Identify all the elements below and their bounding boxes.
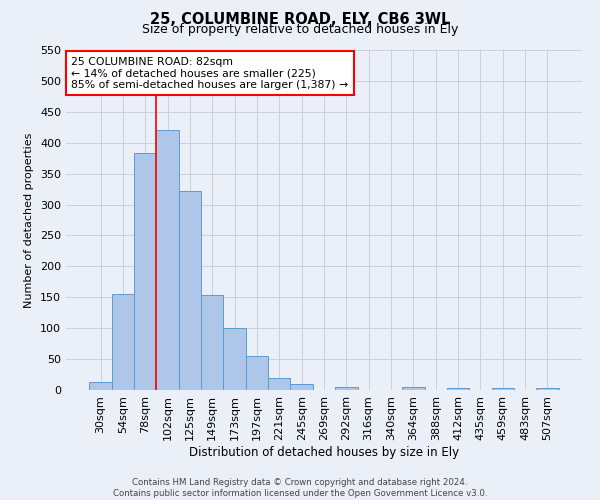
Bar (246, 356, 268, 390)
Bar (335, 387, 358, 390)
Bar (447, 388, 469, 390)
Bar (268, 378, 290, 390)
Bar (402, 387, 425, 390)
Bar (536, 388, 559, 390)
Text: 25 COLUMBINE ROAD: 82sqm
← 14% of detached houses are smaller (225)
85% of semi-: 25 COLUMBINE ROAD: 82sqm ← 14% of detach… (71, 57, 348, 90)
Bar (491, 388, 514, 390)
Y-axis label: Number of detached properties: Number of detached properties (25, 132, 34, 308)
Bar (157, 130, 179, 390)
Bar (179, 191, 201, 390)
Text: Size of property relative to detached houses in Ely: Size of property relative to detached ho… (142, 22, 458, 36)
Text: Contains HM Land Registry data © Crown copyright and database right 2024.
Contai: Contains HM Land Registry data © Crown c… (113, 478, 487, 498)
Bar (89, 382, 112, 390)
Bar (201, 296, 223, 390)
Bar (112, 294, 134, 390)
Bar (134, 153, 157, 390)
Text: 25, COLUMBINE ROAD, ELY, CB6 3WL: 25, COLUMBINE ROAD, ELY, CB6 3WL (150, 12, 450, 28)
Bar (290, 384, 313, 390)
X-axis label: Distribution of detached houses by size in Ely: Distribution of detached houses by size … (189, 446, 459, 458)
Bar (223, 328, 246, 390)
